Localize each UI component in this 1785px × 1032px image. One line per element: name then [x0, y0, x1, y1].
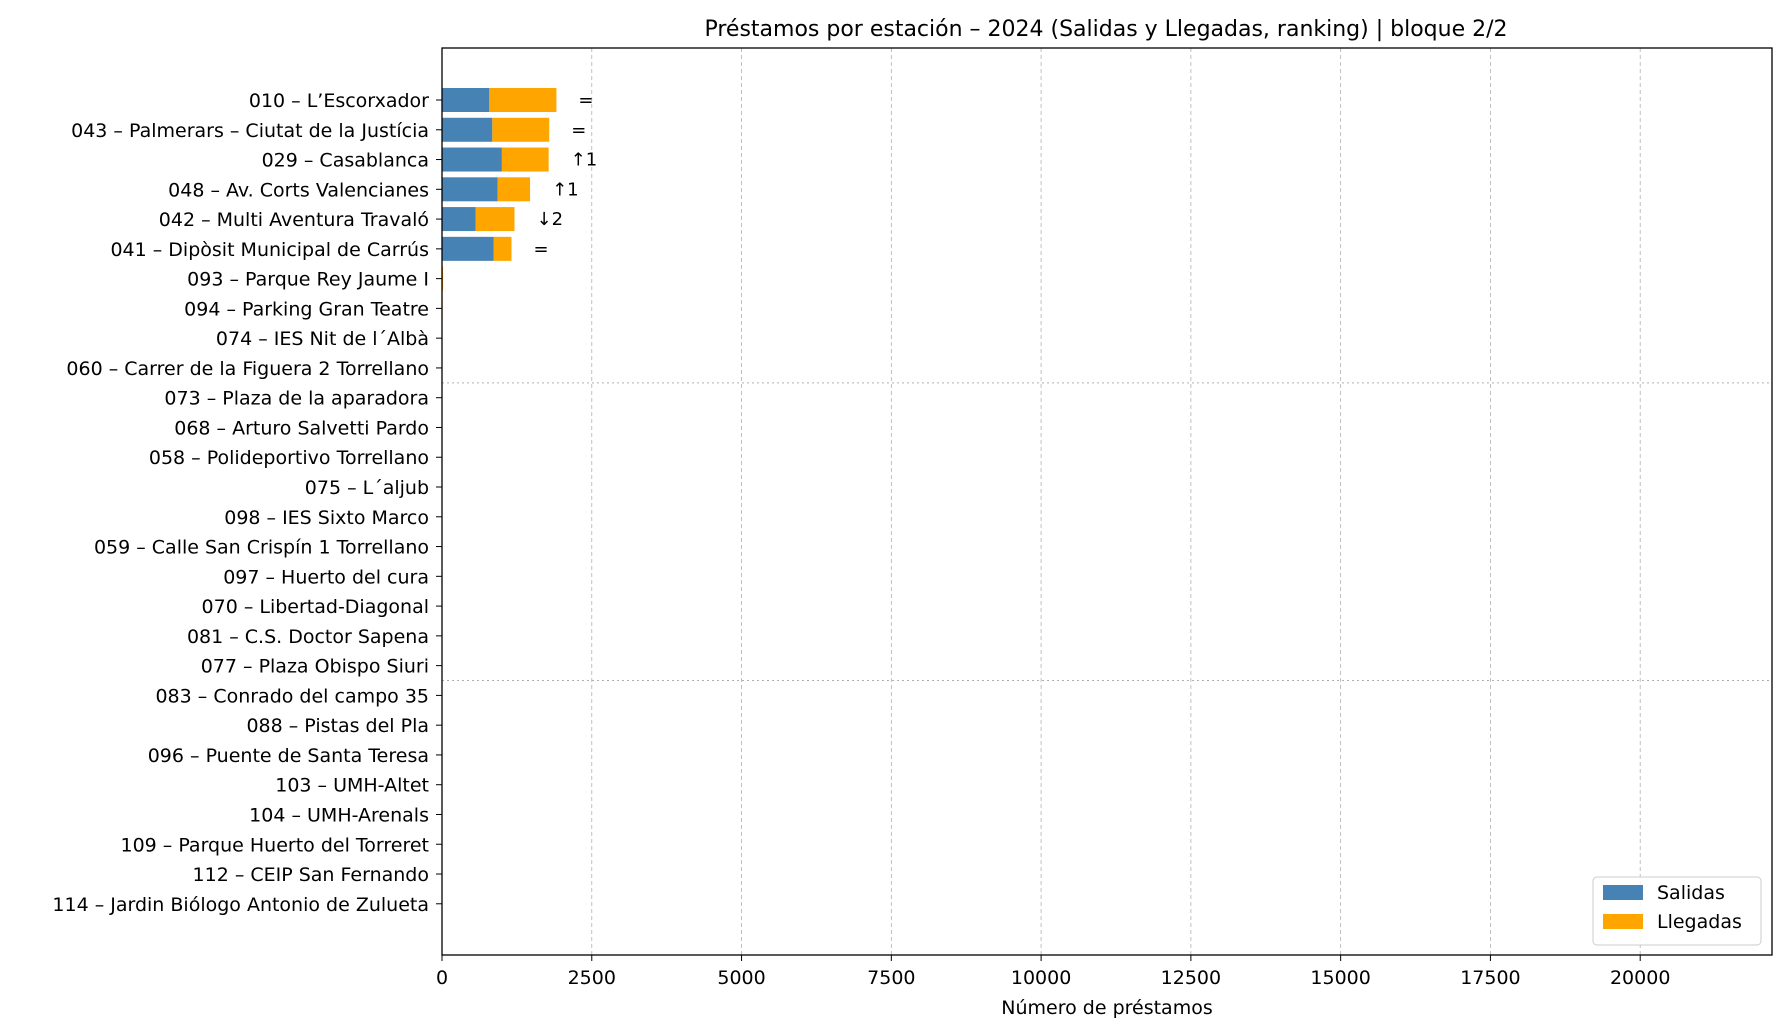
- rank-annotation: ↑1: [552, 179, 579, 200]
- group-separators: [442, 382, 1772, 682]
- category-label: 070 – Libertad-Diagonal: [202, 596, 429, 618]
- bar-llegadas: [489, 88, 557, 112]
- x-axis-label: Número de préstamos: [1001, 997, 1212, 1019]
- rank-annotation: =: [578, 90, 593, 111]
- category-label: 114 – Jardin Biólogo Antonio de Zulueta: [52, 894, 429, 916]
- category-label: 010 – L’Escorxador: [249, 90, 429, 112]
- x-tick-label: 2500: [568, 967, 616, 989]
- rank-annotation: =: [571, 120, 586, 141]
- category-label: 094 – Parking Gran Teatre: [184, 298, 429, 320]
- category-label: 048 – Av. Corts Valencianes: [168, 179, 429, 201]
- x-tick-label: 12500: [1161, 967, 1221, 989]
- category-label: 073 – Plaza de la aparadora: [164, 388, 429, 410]
- category-label: 042 – Multi Aventura Travaló: [159, 209, 429, 231]
- x-ticks: 0 2500 5000 7500 10000 12500 15000 17500 20000: [436, 955, 1670, 989]
- category-label: 060 – Carrer de la Figuera 2 Torrellano: [66, 358, 429, 380]
- rank-annotation: =: [533, 239, 548, 260]
- legend-swatch: [1603, 885, 1643, 900]
- x-tick-label: 15000: [1310, 967, 1370, 989]
- category-label: 097 – Huerto del cura: [223, 566, 429, 588]
- bar-llegadas: [501, 147, 549, 172]
- category-label: 109 – Parque Huerto del Torreret: [120, 834, 429, 856]
- chart-title: Préstamos por estación – 2024 (Salidas y…: [704, 17, 1507, 42]
- category-label: 112 – CEIP San Fernando: [193, 864, 429, 886]
- category-label: 058 – Polideportivo Torrellano: [149, 447, 429, 469]
- category-label: 074 – IES Nit de l´Albà: [216, 328, 429, 350]
- category-label: 096 – Puente de Santa Teresa: [148, 745, 429, 767]
- category-label: 081 – C.S. Doctor Sapena: [187, 626, 429, 648]
- x-tick-label: 20000: [1610, 967, 1670, 989]
- bar-salidas: [442, 236, 494, 261]
- category-label: 075 – L´aljub: [305, 477, 429, 499]
- rank-annotation: ↓2: [536, 209, 563, 230]
- legend-label: Salidas: [1657, 882, 1725, 904]
- category-label: 041 – Dipòsit Municipal de Carrús: [110, 239, 429, 261]
- bar-salidas: [442, 117, 493, 142]
- bar-llegadas: [475, 207, 515, 232]
- category-label: 088 – Pistas del Pla: [246, 715, 429, 737]
- rank-annotations: = = ↑1 ↑1 ↓2 =: [533, 90, 597, 260]
- legend-swatch: [1603, 914, 1643, 929]
- bar-salidas: [442, 88, 490, 112]
- category-label: 103 – UMH-Altet: [275, 775, 429, 797]
- bars: [442, 88, 557, 916]
- rank-annotation: ↑1: [571, 150, 598, 171]
- category-label: 104 – UMH-Arenals: [249, 804, 429, 826]
- bar-salidas: [442, 177, 498, 202]
- bar-salidas: [442, 147, 502, 172]
- x-tick-label: 7500: [867, 967, 915, 989]
- bar-llegadas: [497, 177, 531, 202]
- y-tick-labels: 010 – L’Escorxador 043 – Palmerars – Ciut…: [52, 90, 442, 916]
- category-label: 093 – Parque Rey Jaume I: [187, 269, 429, 291]
- x-tick-label: 5000: [717, 967, 765, 989]
- bar-llegadas: [492, 117, 550, 142]
- x-tick-label: 17500: [1460, 967, 1520, 989]
- x-tick-label: 0: [436, 967, 448, 989]
- legend-label: Llegadas: [1657, 911, 1742, 933]
- bar-llegadas: [442, 266, 444, 291]
- category-label: 077 – Plaza Obispo Siuri: [201, 656, 429, 678]
- category-label: 083 – Conrado del campo 35: [155, 685, 429, 707]
- category-label: 068 – Arturo Salvetti Pardo: [174, 417, 429, 439]
- category-label: 059 – Calle San Crispín 1 Torrellano: [94, 537, 429, 559]
- category-label: 098 – IES Sixto Marco: [224, 507, 429, 529]
- category-label: 029 – Casablanca: [262, 150, 429, 172]
- x-tick-label: 10000: [1011, 967, 1071, 989]
- bar-llegadas: [493, 236, 512, 261]
- bar-salidas: [442, 207, 476, 232]
- plot-frame: [441, 47, 1773, 956]
- legend: Salidas Llegadas: [1592, 876, 1762, 946]
- category-label: 043 – Palmerars – Ciutat de la Justícia: [71, 120, 429, 142]
